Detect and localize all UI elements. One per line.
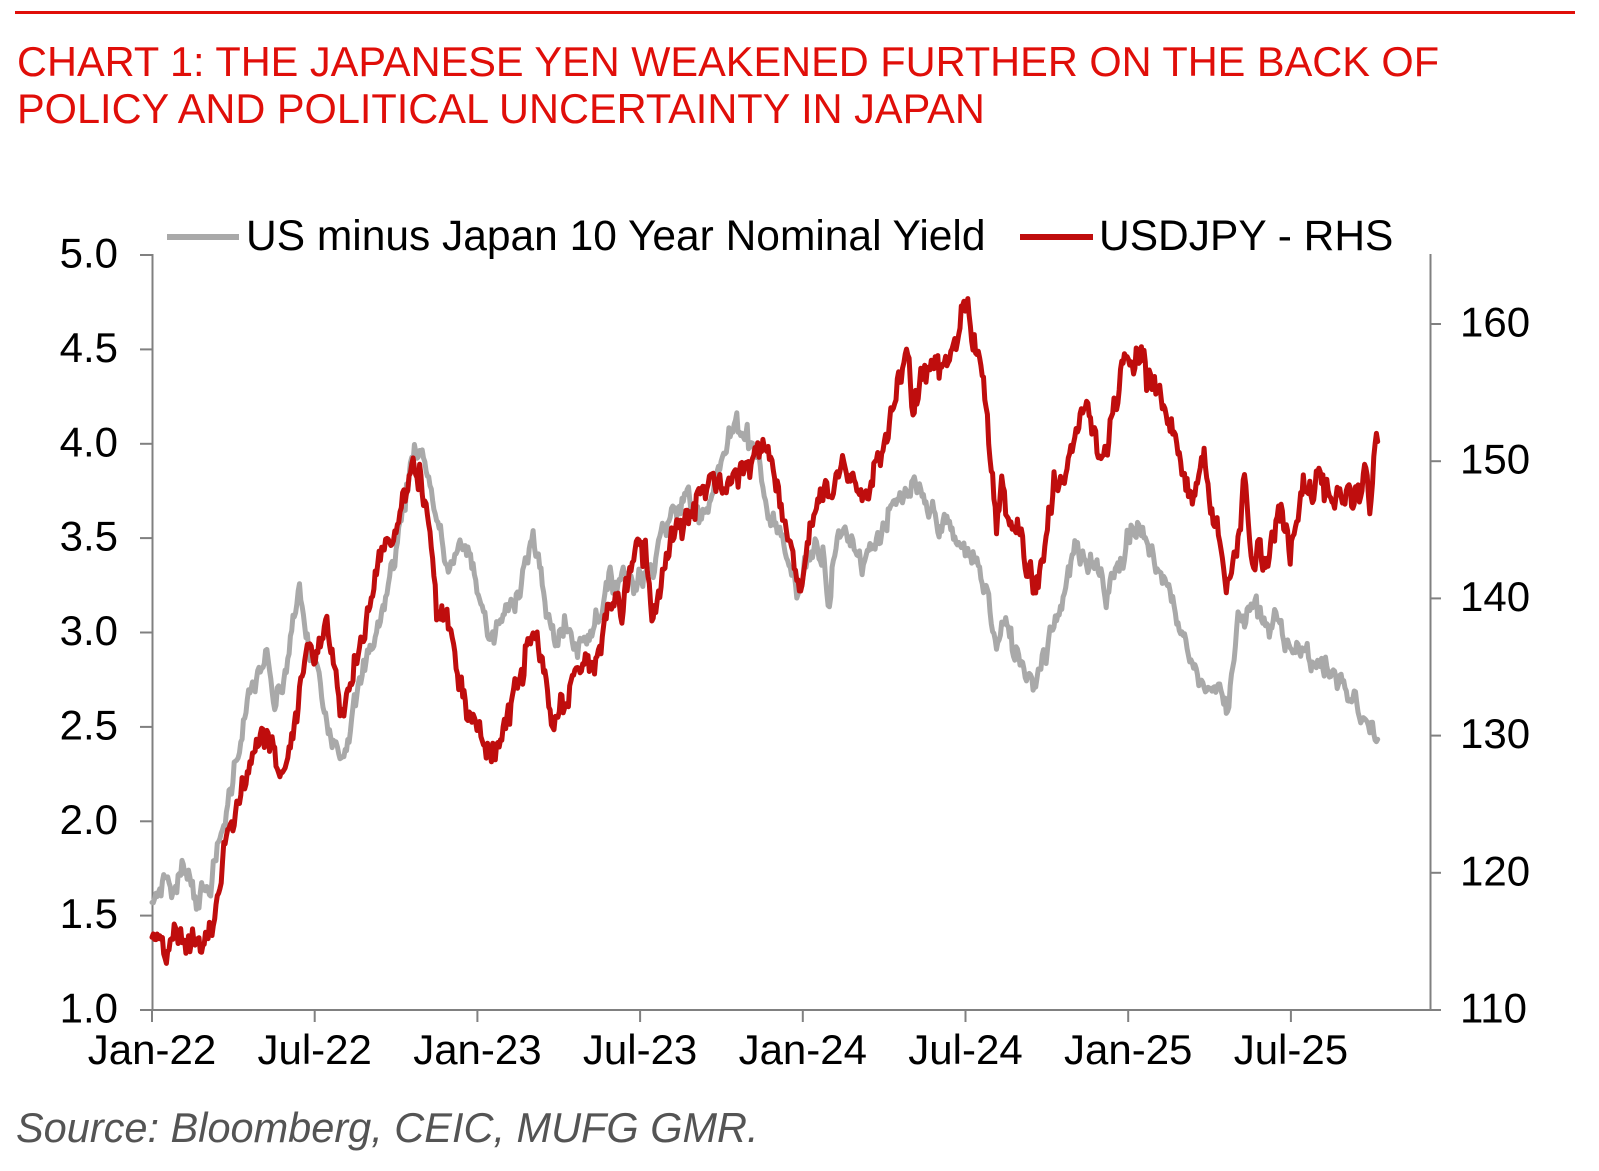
svg-text:130: 130 — [1460, 710, 1530, 757]
svg-text:2.0: 2.0 — [60, 796, 118, 843]
svg-text:4.5: 4.5 — [60, 324, 118, 371]
svg-text:5.0: 5.0 — [60, 230, 118, 277]
svg-text:Jan-24: Jan-24 — [739, 1026, 867, 1073]
svg-text:1.5: 1.5 — [60, 890, 118, 937]
svg-text:4.0: 4.0 — [60, 418, 118, 465]
svg-text:2.5: 2.5 — [60, 701, 118, 748]
svg-text:3.5: 3.5 — [60, 513, 118, 560]
svg-text:Jan-23: Jan-23 — [413, 1026, 541, 1073]
svg-text:140: 140 — [1460, 573, 1530, 620]
svg-text:US minus Japan 10 Year Nominal: US minus Japan 10 Year Nominal Yield — [246, 213, 985, 260]
svg-text:160: 160 — [1460, 299, 1530, 346]
svg-text:Jul-23: Jul-23 — [583, 1026, 697, 1073]
svg-text:150: 150 — [1460, 436, 1530, 483]
svg-text:110: 110 — [1460, 985, 1527, 1032]
svg-text:1.0: 1.0 — [60, 985, 118, 1032]
svg-text:120: 120 — [1460, 847, 1530, 894]
svg-text:Jan-22: Jan-22 — [88, 1026, 216, 1073]
svg-text:Jan-25: Jan-25 — [1064, 1026, 1192, 1073]
svg-text:Jul-22: Jul-22 — [257, 1026, 371, 1073]
svg-text:3.0: 3.0 — [60, 607, 118, 654]
svg-text:USDJPY - RHS: USDJPY - RHS — [1099, 213, 1393, 260]
svg-text:Jul-24: Jul-24 — [908, 1026, 1022, 1073]
svg-text:Jul-25: Jul-25 — [1234, 1026, 1348, 1073]
